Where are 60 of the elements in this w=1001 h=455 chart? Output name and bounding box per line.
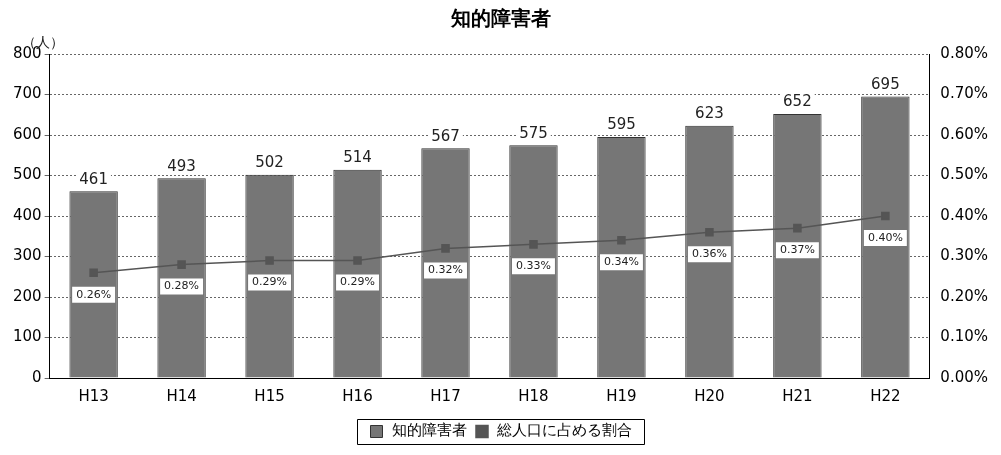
x-tick-label: H17: [430, 386, 461, 405]
data-label: 461: [79, 169, 108, 188]
point: [705, 227, 714, 237]
y2-tick-label: 0.50%: [940, 165, 988, 184]
point: [793, 223, 802, 233]
legend-label: 知的障害者: [391, 421, 467, 440]
data-label: 0.36%: [691, 247, 727, 261]
point: [177, 260, 186, 269]
x-tick-label: H20: [694, 386, 725, 405]
x-tick-label: H16: [342, 386, 373, 405]
x-tick-label: H21: [782, 386, 813, 405]
data-label: 0.28%: [164, 279, 200, 293]
y2-tick-label: 0.10%: [940, 327, 988, 346]
data-label: 0.33%: [516, 259, 551, 273]
y-tick-label: 100: [12, 327, 42, 346]
data-label: 0.29%: [252, 275, 288, 289]
y-tick-label: 600: [12, 124, 42, 143]
x-tick-label: H15: [254, 386, 285, 405]
x-tick-label: H22: [870, 386, 901, 405]
x-tick-label: H19: [606, 386, 637, 405]
point: [881, 211, 890, 221]
data-label: 595: [607, 115, 636, 134]
data-label: 0.29%: [340, 275, 376, 289]
y-tick-label: 0: [32, 367, 42, 386]
data-label: 0.40%: [867, 230, 903, 244]
data-label: 0.34%: [603, 255, 639, 269]
data-label: 0.26%: [76, 287, 112, 301]
point: [89, 268, 98, 277]
data-label: 652: [783, 92, 812, 111]
data-label: 514: [343, 148, 372, 167]
point: [441, 244, 450, 253]
data-label: 623: [695, 104, 724, 123]
legend-label: 総人口に占める割合: [496, 421, 632, 440]
data-label: 575: [519, 123, 548, 142]
y2-tick-label: 0.00%: [940, 367, 988, 386]
y2-tick-label: 0.40%: [940, 205, 988, 224]
y2-tick-label: 0.60%: [940, 124, 988, 143]
point: [617, 236, 626, 245]
point: [353, 256, 362, 265]
y-tick-label: 500: [12, 165, 42, 184]
y2-tick-label: 0.20%: [940, 286, 988, 305]
x-tick-label: H13: [78, 386, 109, 405]
y-tick-label: 300: [12, 246, 42, 265]
chart-title: 知的障害者: [449, 6, 551, 31]
data-label: 695: [871, 74, 900, 93]
y-tick-label: 200: [12, 286, 42, 305]
x-tick-label: H14: [166, 386, 197, 405]
data-label: 502: [255, 153, 284, 172]
data-label: 0.37%: [779, 243, 815, 257]
y-tick-label: 700: [12, 84, 42, 103]
y2-tick-label: 0.70%: [940, 84, 988, 103]
point: [529, 240, 538, 249]
data-label: 567: [431, 126, 460, 145]
y2-tick-label: 0.80%: [940, 43, 988, 62]
point: [265, 256, 274, 265]
x-tick-label: H18: [518, 386, 549, 405]
data-label: 493: [167, 156, 196, 175]
y-tick-label: 400: [12, 205, 42, 224]
data-label: 0.32%: [428, 263, 463, 277]
y2-tick-label: 0.30%: [940, 246, 988, 265]
